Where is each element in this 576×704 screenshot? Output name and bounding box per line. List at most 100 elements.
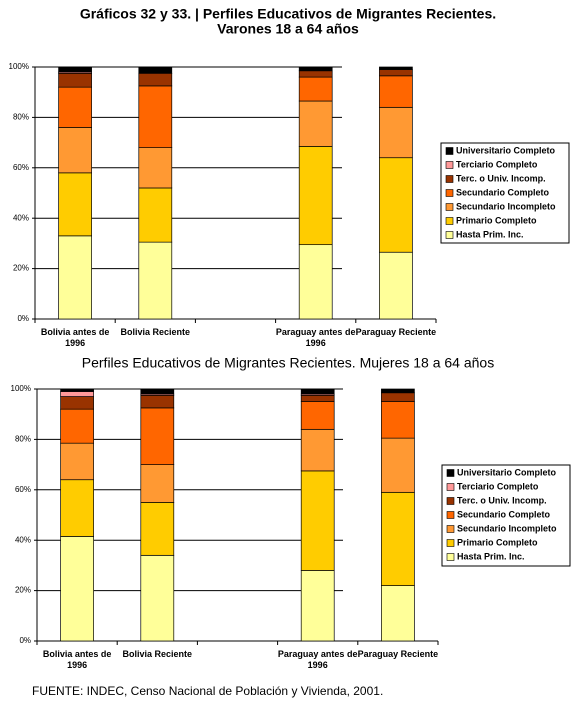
y-tick-label: 100%	[9, 62, 29, 71]
legend-box	[440, 142, 570, 244]
x-tick-label: Paraguay antes de 1996	[275, 327, 356, 348]
bar-segment	[300, 394, 335, 402]
legend-label: Secundario Incompleto	[456, 201, 556, 211]
bar-segment	[138, 72, 173, 87]
bar-segment	[379, 66, 413, 70]
bar-segment	[381, 401, 415, 439]
bar-segment	[140, 394, 175, 409]
legend-box	[441, 464, 571, 567]
chart-subtitle: Varones 18 a 64 años	[217, 21, 359, 37]
legend-label: Terc. o Univ. Incomp.	[457, 495, 547, 505]
bar-segment	[298, 100, 333, 147]
bar-segment	[58, 172, 92, 237]
bar-segment	[140, 554, 175, 642]
y-tick-label: 80%	[13, 113, 29, 122]
legend-label: Secundario Incompleto	[457, 523, 557, 533]
legend-label: Primario Completo	[457, 537, 538, 547]
legend-swatch	[446, 525, 455, 533]
bar-segment	[138, 241, 173, 320]
bar-segment	[138, 85, 173, 148]
legend-label: Primario Completo	[456, 215, 537, 225]
legend-swatch	[446, 469, 455, 477]
source-note: FUENTE: INDEC, Censo Nacional de Poblaci…	[32, 684, 384, 698]
y-tick-label: 40%	[13, 213, 29, 222]
bar-segment	[60, 388, 94, 392]
bar-segment	[138, 187, 173, 243]
x-tick-label: Bolivia antes de 1996	[40, 327, 110, 348]
bar-segment	[60, 396, 94, 410]
legend-label: Universitario Completo	[456, 145, 556, 155]
y-tick-label: 60%	[15, 485, 31, 494]
bar-segment	[138, 147, 173, 189]
bar-segment	[300, 428, 335, 472]
bar-segment	[60, 442, 94, 481]
chart-title: Perfiles Educativos de Migrantes Recient…	[82, 355, 494, 371]
bar-segment	[140, 502, 175, 556]
legend-swatch	[446, 539, 455, 547]
bar-segment	[60, 408, 94, 444]
legend-swatch	[445, 147, 454, 155]
bar-segment	[298, 244, 333, 320]
y-tick-label: 20%	[15, 586, 31, 595]
bar-segment	[379, 106, 413, 159]
legend-swatch	[446, 511, 455, 519]
bar-segment	[381, 437, 415, 493]
legend-swatch	[446, 553, 455, 561]
bar-segment	[60, 479, 94, 537]
y-tick-label: 0%	[17, 314, 29, 323]
legend-label: Hasta Prim. Inc.	[457, 551, 525, 561]
bar-segment	[300, 388, 335, 395]
chart-title: Gráficos 32 y 33. | Perfiles Educativos …	[80, 6, 496, 22]
bar-segment	[300, 570, 335, 642]
bar-segment	[379, 75, 413, 108]
legend-swatch	[446, 483, 455, 491]
x-tick-label: Bolivia Reciente	[120, 327, 191, 337]
bar-segment	[298, 76, 333, 102]
bar-segment	[300, 470, 335, 571]
bar-segment	[58, 235, 92, 320]
bar-segment	[379, 251, 413, 320]
bar-segment	[381, 392, 415, 402]
bar-segment	[58, 127, 92, 174]
y-tick-label: 80%	[15, 435, 31, 444]
bar-segment	[140, 407, 175, 465]
y-tick-label: 0%	[19, 636, 31, 645]
y-tick-label: 60%	[13, 163, 29, 172]
bar-segment	[58, 86, 92, 128]
legend-swatch	[445, 175, 454, 183]
bar-segment	[58, 72, 92, 88]
legend-label: Secundario Completo	[456, 187, 550, 197]
legend-label: Terciario Completo	[456, 159, 538, 169]
y-tick-label: 40%	[15, 535, 31, 544]
bar-segment	[300, 401, 335, 430]
bar-segment	[60, 536, 94, 642]
y-tick-label: 100%	[11, 384, 31, 393]
bar-segment	[298, 66, 333, 72]
legend-swatch	[445, 203, 454, 211]
bar-segment	[381, 585, 415, 642]
legend-swatch	[446, 497, 455, 505]
x-tick-label: Bolivia Reciente	[122, 649, 193, 659]
legend-swatch	[445, 217, 454, 225]
bar-segment	[379, 69, 413, 77]
bar-segment	[60, 391, 94, 397]
x-tick-label: Paraguay antes de 1996	[277, 649, 358, 670]
legend-label: Universitario Completo	[457, 467, 557, 477]
legend-label: Terciario Completo	[457, 481, 539, 491]
legend-swatch	[445, 189, 454, 197]
bar-segment	[381, 388, 415, 394]
bar-segment	[298, 146, 333, 246]
bar-segment	[379, 157, 413, 253]
x-tick-label: Bolivia antes de 1996	[42, 649, 112, 670]
legend-swatch	[445, 231, 454, 239]
legend-label: Terc. o Univ. Incomp.	[456, 173, 546, 183]
legend-label: Hasta Prim. Inc.	[456, 229, 524, 239]
bar-segment	[58, 66, 92, 73]
bar-segment	[298, 70, 333, 78]
x-tick-label: Paraguay Reciente	[355, 327, 437, 337]
legend-swatch	[445, 161, 454, 169]
bar-segment	[381, 491, 415, 586]
y-tick-label: 20%	[13, 264, 29, 273]
